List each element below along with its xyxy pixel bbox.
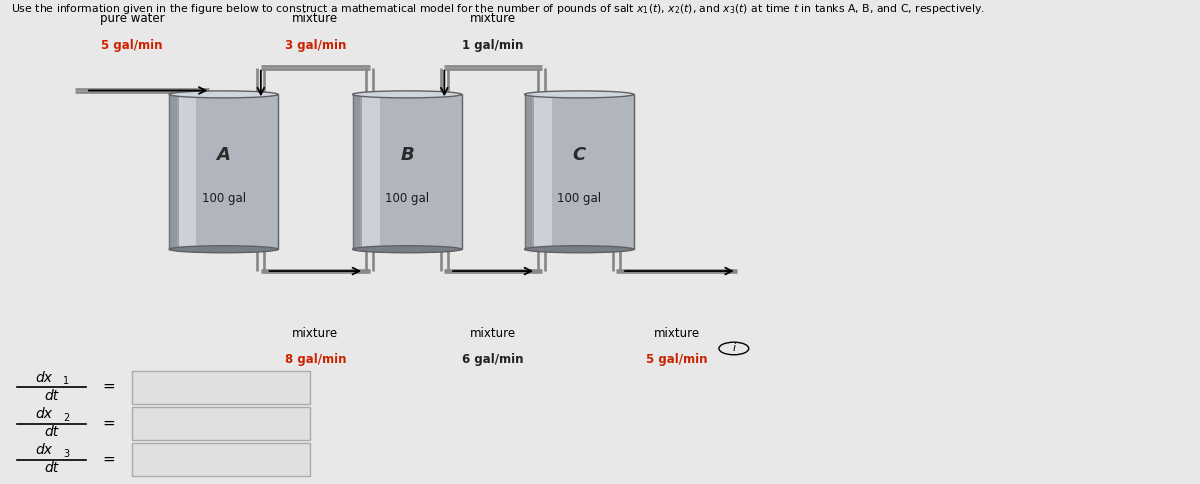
- Ellipse shape: [524, 91, 634, 98]
- Ellipse shape: [353, 246, 462, 253]
- Ellipse shape: [169, 246, 278, 253]
- Text: =: =: [102, 452, 115, 467]
- Text: Use the information given in the figure below to construct a mathematical model : Use the information given in the figure …: [12, 2, 985, 16]
- Bar: [360, 94, 380, 249]
- Text: 100 gal: 100 gal: [557, 192, 601, 205]
- Bar: [132, 371, 310, 404]
- Text: 1 gal/min: 1 gal/min: [462, 39, 523, 52]
- Text: 3: 3: [64, 449, 70, 459]
- Bar: [132, 443, 310, 476]
- Text: 6 gal/min: 6 gal/min: [462, 353, 523, 366]
- Text: dx: dx: [35, 407, 52, 421]
- Text: dx: dx: [35, 443, 52, 457]
- Text: 100 gal: 100 gal: [202, 192, 246, 205]
- Bar: [524, 94, 634, 249]
- Text: B: B: [400, 146, 414, 164]
- Text: =: =: [102, 416, 115, 430]
- Text: mixture: mixture: [293, 327, 338, 340]
- Ellipse shape: [353, 91, 462, 98]
- Text: mixture: mixture: [470, 327, 516, 340]
- Bar: [169, 94, 179, 249]
- Text: 3 gal/min: 3 gal/min: [284, 39, 346, 52]
- Text: dt: dt: [44, 461, 59, 475]
- Text: 100 gal: 100 gal: [385, 192, 430, 205]
- Text: mixture: mixture: [654, 327, 700, 340]
- Text: dt: dt: [44, 425, 59, 439]
- Bar: [533, 94, 552, 249]
- Bar: [524, 94, 534, 249]
- Text: dt: dt: [44, 389, 59, 403]
- Text: 8 gal/min: 8 gal/min: [284, 353, 346, 366]
- Text: dx: dx: [35, 371, 52, 385]
- Bar: [353, 94, 362, 249]
- Text: mixture: mixture: [293, 12, 338, 25]
- Text: i: i: [732, 344, 736, 353]
- Text: 2: 2: [64, 412, 70, 423]
- Text: C: C: [572, 146, 586, 164]
- Text: 5 gal/min: 5 gal/min: [101, 39, 163, 52]
- Text: A: A: [217, 146, 230, 164]
- Text: 1: 1: [64, 376, 70, 386]
- Bar: [176, 94, 197, 249]
- Text: mixture: mixture: [470, 12, 516, 25]
- Ellipse shape: [169, 91, 278, 98]
- Bar: [169, 94, 278, 249]
- Text: =: =: [102, 379, 115, 394]
- Ellipse shape: [524, 246, 634, 253]
- Bar: [353, 94, 462, 249]
- Text: pure water: pure water: [100, 12, 164, 25]
- Text: 5 gal/min: 5 gal/min: [646, 353, 707, 366]
- Bar: [132, 407, 310, 440]
